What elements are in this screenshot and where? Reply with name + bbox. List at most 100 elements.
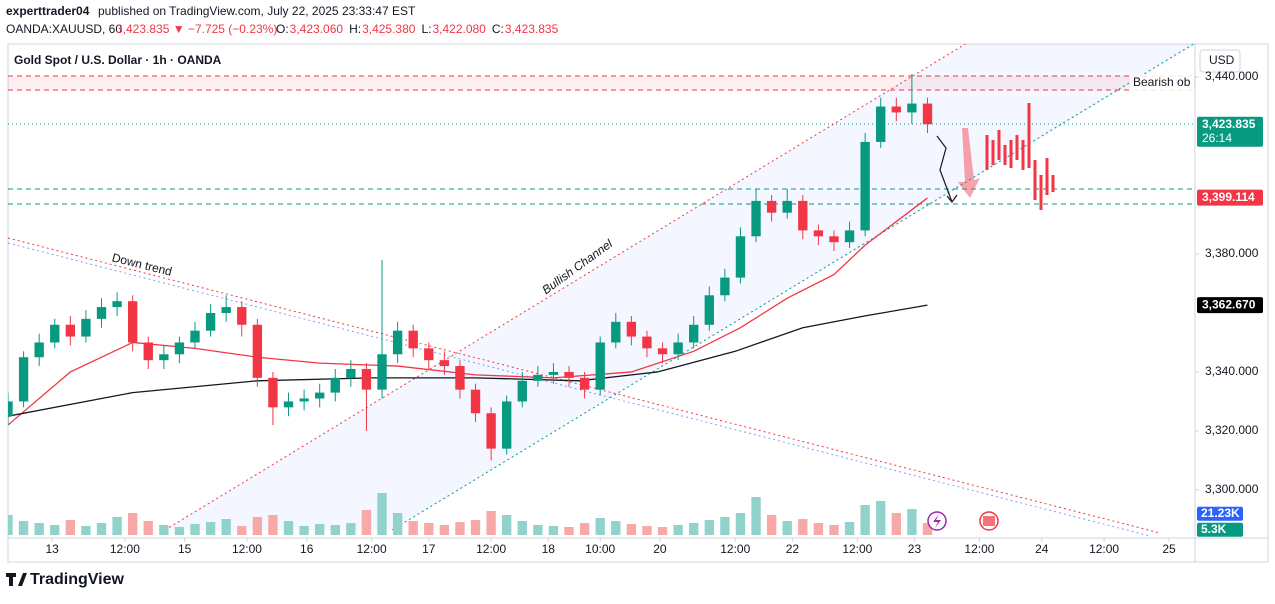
label-bg [1130, 75, 1194, 91]
volume-bar [486, 511, 496, 535]
annotation: Bearish ob [1133, 75, 1191, 89]
candle-body [237, 307, 247, 325]
flag [983, 516, 995, 526]
volume-bar [720, 517, 730, 535]
volume-bar [564, 527, 574, 535]
candle-body [704, 295, 714, 325]
candle-body [642, 336, 652, 349]
volume-bar [673, 525, 683, 535]
candle-body [190, 330, 200, 343]
footer-logo: TradingView [30, 571, 125, 588]
currency: USD [1209, 53, 1235, 67]
candle-body [844, 230, 855, 243]
change: 3,423.835 ▼ −7.725 (−0.23%) [116, 22, 277, 36]
x-tick-label: 15 [178, 542, 192, 556]
volume-bar [143, 521, 153, 535]
candle-body [283, 401, 294, 408]
candle-body [595, 342, 605, 390]
volume-bar [174, 527, 185, 535]
volume-bar [127, 513, 138, 535]
volume-bar [112, 517, 122, 535]
ohlc-label: C: [492, 22, 504, 36]
annotation: Down trend [111, 250, 174, 278]
chart-title: Gold Spot / U.S. Dollar · 1h · OANDA [14, 53, 222, 67]
x-tick-label: 12:00 [964, 542, 994, 556]
red-arrow [958, 128, 980, 198]
candle-body [735, 236, 746, 278]
volume-bar [751, 497, 761, 535]
candle-body [299, 398, 309, 402]
volume-bar [735, 513, 746, 535]
volume-bar [611, 521, 621, 535]
x-tick-label: 25 [1162, 542, 1176, 556]
y-tick-label: 3,320.000 [1205, 423, 1259, 437]
candle-body [533, 374, 543, 381]
candle-body [159, 354, 169, 361]
volume-bar [860, 505, 870, 535]
candle-body [143, 342, 153, 361]
candle-body [8, 401, 13, 417]
volume-bar [891, 513, 901, 535]
price-label-box [1197, 189, 1263, 206]
volume-bar [65, 520, 76, 535]
y-tick-label: 3,340.000 [1205, 364, 1259, 378]
volume-label-box [1197, 522, 1243, 537]
down-trend-line [8, 237, 1161, 534]
candle-body [252, 324, 263, 378]
volume-bar [268, 515, 278, 535]
projection [985, 103, 1055, 210]
channel-fill [165, 44, 1195, 530]
candle-body [205, 312, 216, 331]
volume-bar [392, 513, 403, 535]
ohlc-value: 3,423.060 [290, 22, 344, 36]
candle-body [876, 106, 886, 142]
volume-bar [470, 520, 481, 535]
candle-body [907, 103, 917, 113]
candle-body [455, 366, 465, 390]
candle-body [112, 301, 122, 308]
volume-bar [190, 524, 200, 535]
arrow-head [946, 194, 958, 203]
volume-bar [330, 525, 340, 535]
x-tick-label: 13 [45, 542, 59, 556]
candle-body [579, 377, 590, 390]
candle-body [829, 236, 839, 243]
candle-body [81, 318, 91, 337]
candle-body [96, 307, 107, 319]
volume-bar [517, 521, 527, 535]
candle-body [18, 357, 29, 402]
event-icon-glyph [933, 514, 941, 528]
volume-bar [533, 525, 543, 535]
volume-bar [252, 517, 263, 535]
currency-button[interactable] [1199, 49, 1241, 73]
volume-bar [922, 523, 933, 535]
y-tick-label: 3,380.000 [1205, 246, 1259, 260]
volume-bar [704, 520, 714, 535]
candle-body [689, 324, 699, 343]
candle-body [486, 413, 496, 449]
volume-bar [237, 526, 247, 535]
candle-body [673, 342, 683, 355]
volume-bar [408, 521, 418, 535]
candle-body [174, 342, 185, 355]
volume-bar [377, 493, 387, 535]
candle-body [564, 371, 574, 378]
candle-body [611, 321, 621, 343]
volume-bar [439, 525, 450, 535]
volume-bar [424, 523, 434, 535]
candle-body [439, 360, 450, 367]
x-tick-label: 12:00 [720, 542, 750, 556]
volume-bar [657, 527, 668, 535]
candle-body [392, 330, 403, 355]
candle-body [424, 348, 434, 361]
volume-bar [844, 522, 855, 535]
candle-body [891, 106, 901, 113]
x-tick-label: 18 [542, 542, 556, 556]
ohlc-header: O: 3,423.060 H: 3,425.380 L: 3,422.080 C: 3,423… [276, 22, 559, 36]
x-tick-label: 16 [300, 542, 314, 556]
x-tick-label: 22 [786, 542, 800, 556]
volume-bar [283, 521, 294, 535]
volume-bar [159, 525, 169, 535]
volume-bar [205, 522, 216, 535]
volume-bar [595, 518, 605, 535]
